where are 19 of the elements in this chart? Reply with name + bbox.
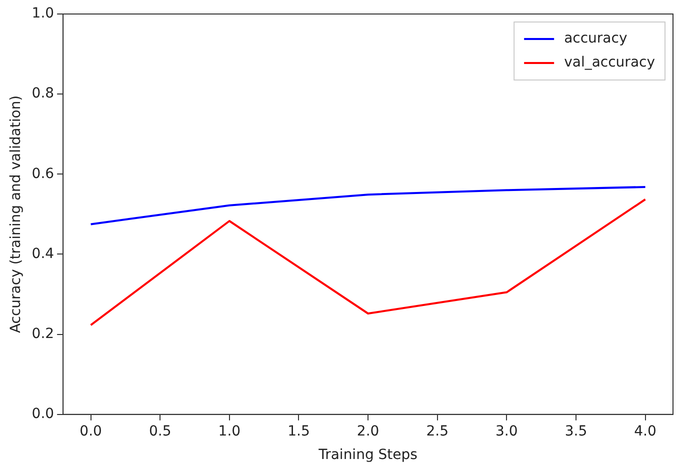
x-tick-label: 1.5 <box>288 423 310 440</box>
x-tick-label: 0.0 <box>80 423 102 440</box>
x-axis-title: Training Steps <box>318 447 418 464</box>
x-tick-label: 1.0 <box>218 423 241 440</box>
legend-label: accuracy <box>564 30 628 47</box>
x-tick-label: 2.5 <box>426 423 448 440</box>
y-tick-label: 1.0 <box>32 6 54 22</box>
y-tick-label: 0.2 <box>32 326 54 342</box>
y-tick-label: 0.6 <box>32 166 54 182</box>
legend-label: val_accuracy <box>564 54 656 71</box>
y-axis-title: Accuracy (training and validation) <box>8 95 24 334</box>
y-tick-label: 0.0 <box>32 406 54 422</box>
y-tick-label: 0.8 <box>32 86 54 102</box>
x-tick-label: 4.0 <box>634 423 656 440</box>
x-tick-label: 3.0 <box>496 423 518 440</box>
x-tick-label: 2.0 <box>356 423 380 440</box>
x-tick-label: 0.5 <box>148 423 172 440</box>
x-tick-label: 3.5 <box>564 423 588 440</box>
y-tick-label: 0.4 <box>32 246 54 262</box>
